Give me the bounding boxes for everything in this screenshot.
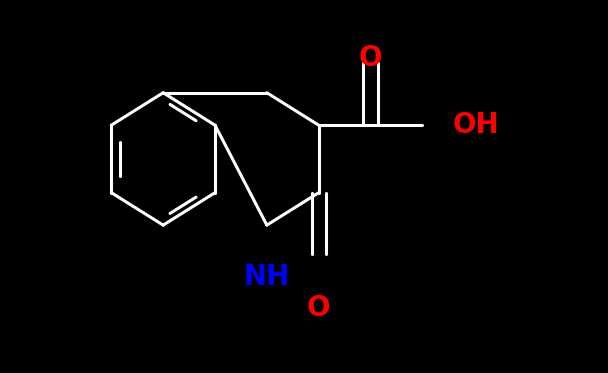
Text: NH: NH bbox=[244, 263, 290, 291]
Text: O: O bbox=[307, 294, 330, 322]
Text: OH: OH bbox=[453, 111, 500, 139]
Text: O: O bbox=[359, 44, 382, 72]
